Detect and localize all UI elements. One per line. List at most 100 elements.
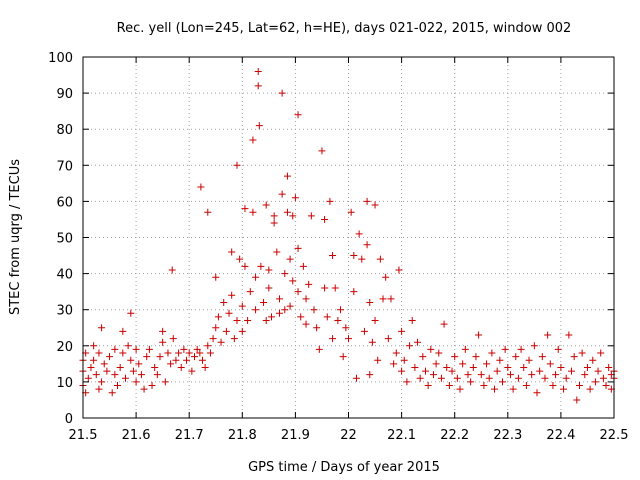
data-point: [177, 363, 185, 371]
chart-title: Rec. yell (Lon=245, Lat=62, h=HE), days …: [117, 21, 572, 36]
data-point: [565, 331, 573, 339]
data-point: [108, 389, 116, 397]
data-point: [355, 230, 363, 238]
data-point: [228, 248, 236, 256]
data-point: [197, 183, 205, 191]
data-point: [345, 335, 352, 343]
data-point: [331, 284, 339, 292]
data-point: [254, 67, 262, 75]
data-point: [368, 338, 376, 346]
data-point: [169, 335, 177, 343]
data-point: [448, 367, 456, 375]
data-point: [461, 345, 469, 353]
data-point: [411, 363, 419, 371]
data-point: [180, 345, 188, 353]
y-tick-label: 30: [56, 304, 73, 319]
data-point: [583, 363, 591, 371]
data-point: [302, 320, 310, 328]
data-point: [429, 371, 437, 379]
data-point: [124, 342, 132, 350]
data-point: [379, 295, 387, 303]
data-point: [294, 288, 302, 296]
data-point: [313, 324, 321, 332]
data-point: [241, 262, 249, 270]
data-point: [480, 382, 488, 390]
data-point: [164, 349, 172, 357]
data-point: [445, 382, 453, 390]
data-point: [514, 374, 522, 382]
x-tick-label: 22.1: [387, 428, 416, 443]
data-point: [403, 378, 411, 386]
data-point: [469, 363, 477, 371]
data-point: [273, 248, 281, 256]
data-point: [159, 338, 167, 346]
data-point: [291, 194, 299, 202]
data-point: [249, 208, 257, 216]
data-point: [467, 378, 475, 386]
x-tick-label: 21.6: [122, 428, 151, 443]
data-point: [472, 353, 480, 361]
x-tick-label: 21.7: [175, 428, 204, 443]
data-point: [233, 317, 241, 325]
data-point: [286, 302, 294, 310]
data-point: [286, 255, 294, 263]
data-point: [350, 288, 358, 296]
data-point: [143, 353, 151, 361]
data-point: [185, 349, 193, 357]
data-point: [137, 371, 145, 379]
data-point: [281, 270, 289, 278]
data-point: [289, 277, 297, 285]
data-point: [214, 313, 222, 321]
y-tick-labels: 0 10 20 30 40 50 60 70 80 90 100: [48, 51, 73, 427]
data-point: [329, 335, 337, 343]
data-point: [459, 360, 467, 368]
data-point: [533, 389, 541, 397]
data-point: [127, 309, 135, 317]
data-point: [557, 363, 565, 371]
data-point: [408, 317, 416, 325]
data-point: [209, 335, 217, 343]
data-point: [318, 147, 326, 155]
data-point: [443, 363, 451, 371]
y-tick-label: 70: [56, 159, 73, 174]
data-point: [87, 363, 95, 371]
data-point: [498, 378, 506, 386]
data-point: [528, 371, 536, 379]
data-point: [307, 212, 315, 220]
data-point: [204, 208, 212, 216]
data-point: [421, 367, 429, 375]
data-point: [283, 172, 291, 180]
data-point: [252, 273, 260, 281]
data-point: [275, 295, 283, 303]
data-point: [281, 306, 289, 314]
data-point: [536, 367, 544, 375]
data-point: [233, 161, 241, 169]
data-point: [406, 342, 414, 350]
data-point: [121, 374, 129, 382]
data-point: [156, 353, 164, 361]
data-point: [366, 298, 374, 306]
data-point: [437, 374, 445, 382]
data-point: [230, 335, 238, 343]
data-point: [589, 356, 597, 364]
data-point: [339, 353, 347, 361]
data-point: [321, 215, 329, 223]
data-point: [384, 335, 392, 343]
data-point: [374, 356, 382, 364]
data-point: [275, 309, 283, 317]
x-tick-label: 21.9: [281, 428, 310, 443]
data-point: [395, 266, 403, 274]
data-point: [236, 255, 244, 263]
data-point: [283, 208, 291, 216]
data-point: [488, 349, 496, 357]
data-point: [321, 284, 329, 292]
data-point: [111, 371, 119, 379]
data-point: [392, 349, 400, 357]
data-point: [270, 212, 278, 220]
data-point: [350, 252, 358, 260]
data-point: [562, 374, 570, 382]
data-point: [262, 317, 270, 325]
data-point: [140, 385, 148, 393]
data-point: [371, 317, 379, 325]
data-point: [260, 298, 268, 306]
